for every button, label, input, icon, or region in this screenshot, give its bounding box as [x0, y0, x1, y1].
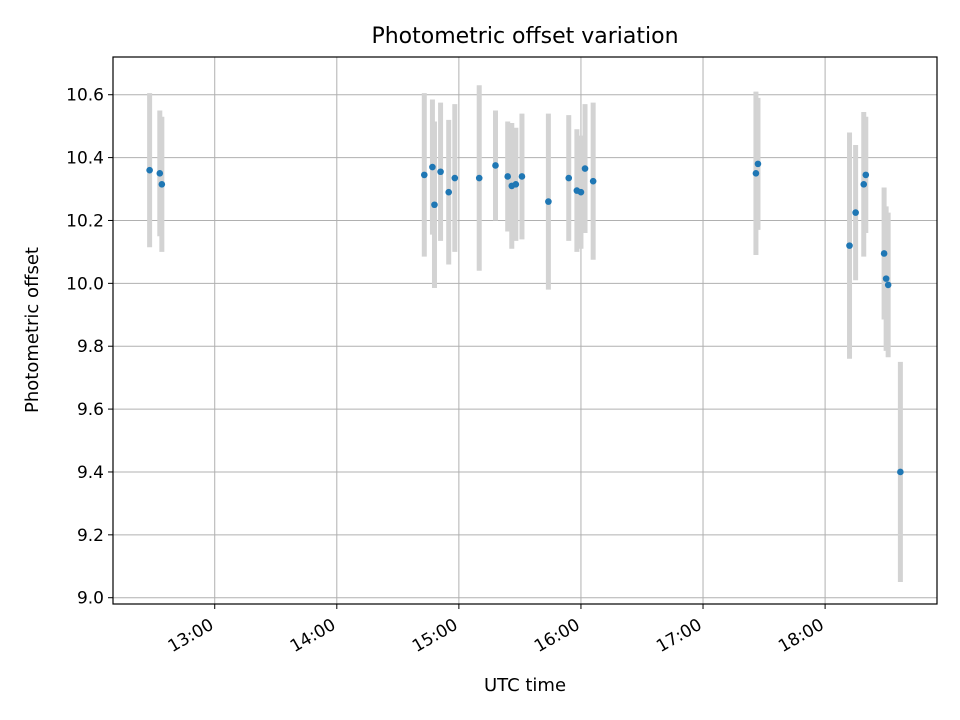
data-point	[429, 163, 436, 171]
x-tick-label: 17:00	[653, 615, 705, 657]
data-point	[512, 181, 520, 188]
data-point	[158, 181, 166, 188]
data-point	[852, 209, 859, 216]
data-point	[431, 201, 438, 209]
data-point	[156, 170, 164, 177]
y-axis-ticks: 9.0 9.2 9.4 9.6 9.8 10.0 10.2 10.4 10.6	[66, 86, 113, 609]
y-tick-label: 9.6	[77, 400, 104, 420]
grid	[113, 57, 937, 604]
data-point	[754, 160, 762, 168]
y-tick-label: 9.0	[77, 589, 104, 609]
data-point	[880, 250, 888, 257]
y-tick-label: 9.2	[77, 526, 104, 546]
data-point	[589, 177, 597, 185]
data-point	[862, 171, 870, 179]
data-point	[581, 165, 589, 172]
data-point	[897, 468, 904, 476]
data-point	[860, 181, 868, 188]
data-point	[451, 174, 459, 182]
data-point	[752, 170, 760, 177]
data-point	[545, 198, 552, 205]
plot-frame	[112, 56, 938, 605]
x-tick-label: 15:00	[409, 615, 461, 657]
data-point	[518, 173, 526, 180]
y-tick-label: 10.2	[66, 211, 104, 231]
y-tick-label: 9.8	[77, 337, 104, 357]
x-tick-label: 14:00	[287, 615, 339, 657]
error-bars	[147, 85, 903, 582]
x-tick-label: 18:00	[775, 615, 827, 657]
data-point	[565, 174, 573, 182]
x-axis-label: UTC time	[484, 675, 566, 696]
data-point	[445, 188, 453, 196]
data-point	[884, 281, 892, 289]
x-tick-label: 13:00	[165, 615, 217, 657]
data-point	[420, 171, 428, 179]
data-point	[846, 242, 853, 249]
data-point	[504, 173, 512, 180]
y-tick-label: 9.4	[77, 463, 104, 483]
y-tick-label: 10.4	[66, 149, 104, 169]
data-point	[492, 162, 499, 169]
y-tick-label: 10.0	[66, 274, 104, 294]
y-axis-label: Photometric offset	[22, 247, 43, 413]
y-tick-label: 10.6	[66, 86, 104, 106]
data-point	[475, 174, 483, 182]
data-point	[146, 166, 153, 174]
chart-title: Photometric offset variation	[371, 24, 678, 49]
x-tick-label: 16:00	[531, 615, 583, 657]
x-axis-ticks: 13:00 14:00 15:00 16:00 17:00 18:00	[165, 604, 828, 657]
data-point	[437, 168, 444, 176]
data-point	[882, 275, 890, 282]
data-point	[577, 188, 585, 196]
data-points	[146, 160, 904, 476]
